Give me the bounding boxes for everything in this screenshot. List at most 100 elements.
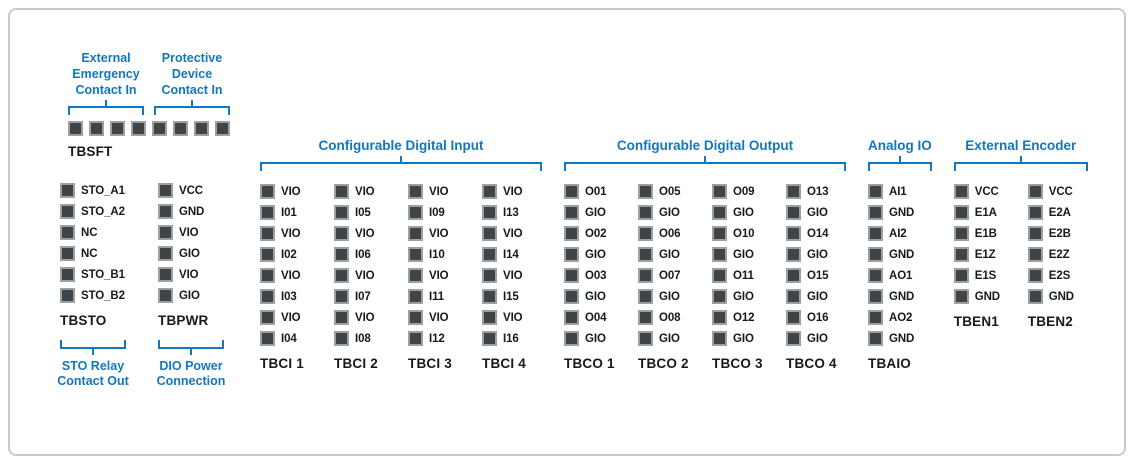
protective-device-contact-in-label: Protective Device Contact In xyxy=(149,50,235,98)
pin-square-icon xyxy=(868,268,883,283)
pin-gio: GIO xyxy=(564,328,624,349)
pin-label: AO2 xyxy=(889,311,913,324)
pin-label: E1B xyxy=(974,227,997,240)
pin-square-icon xyxy=(408,247,423,262)
label-line: Contact In xyxy=(75,83,137,97)
pin-label: GND xyxy=(889,290,915,303)
block-name-label: TBEN2 xyxy=(1027,314,1074,329)
pin-o13: O13 xyxy=(786,181,846,202)
pin-label: O07 xyxy=(659,269,681,282)
terminal-block-tbco-2: O05 GIO O06 GIO O07 GIO O08 GIO TBCO 2 xyxy=(638,181,698,371)
pin-label: O03 xyxy=(585,269,607,282)
pin-i16: I16 xyxy=(482,328,542,349)
terminal-block-tbci-3: VIO I09 VIO I10 VIO I11 VIO I12 TBCI 3 xyxy=(408,181,468,371)
pin-sto-a2: STO_A2 xyxy=(60,201,144,222)
pin-label: O02 xyxy=(585,227,607,240)
pin-label: O01 xyxy=(585,185,607,198)
pin-gio: GIO xyxy=(786,286,846,307)
pin-i03: I03 xyxy=(260,286,320,307)
pin-label: GIO xyxy=(585,206,606,219)
pin-label: VIO xyxy=(355,269,375,282)
pin-o16: O16 xyxy=(786,307,846,328)
pin-square-icon xyxy=(158,183,173,198)
pin-e2s: E2S xyxy=(1027,265,1088,286)
pin-label: GIO xyxy=(659,248,680,261)
footer-label-line: Connection xyxy=(156,374,226,388)
pin-vio: VIO xyxy=(158,264,242,285)
pin-square-icon xyxy=(712,289,727,304)
pin-gnd: GND xyxy=(868,202,928,223)
tbsft-group-labels: External Emergency Contact In Protective Dev… xyxy=(63,50,235,98)
pin-square-icon xyxy=(868,184,883,199)
pin-label: O06 xyxy=(659,227,681,240)
pin-label: I16 xyxy=(503,332,519,345)
block-name-label: TBCO 3 xyxy=(712,356,763,371)
pin-label: VIO xyxy=(429,269,449,282)
pin-square-icon xyxy=(712,331,727,346)
pin-label: E2Z xyxy=(1048,248,1070,261)
pin-i05: I05 xyxy=(334,202,394,223)
pin-square-icon xyxy=(60,246,75,261)
pin-square-icon xyxy=(1027,289,1043,304)
bracket-tick xyxy=(898,156,901,164)
pin-square-icon xyxy=(482,289,497,304)
footer-label-line: Contact Out xyxy=(57,374,129,388)
block-name-label: TBCI 2 xyxy=(334,356,378,371)
pin-square-icon xyxy=(408,331,423,346)
pin-e2z: E2Z xyxy=(1027,244,1088,265)
pin-i02: I02 xyxy=(260,244,320,265)
terminal-block-tben1: VCC E1A E1B E1Z E1S GND TBEN1 xyxy=(953,181,1014,329)
pin-square-icon xyxy=(564,184,579,199)
pin-label: VIO xyxy=(281,311,301,324)
pin-square-icon xyxy=(953,184,969,199)
external-emergency-contact-in-label: External Emergency Contact In xyxy=(63,50,149,98)
pin-label: GIO xyxy=(733,332,754,345)
pin-square-icon xyxy=(712,226,727,241)
pin-square-icon xyxy=(564,205,579,220)
pin-vio: VIO xyxy=(158,222,242,243)
pin-o15: O15 xyxy=(786,265,846,286)
block-name-label: TBCI 4 xyxy=(482,356,526,371)
pin-square-icon xyxy=(334,226,349,241)
pin-square-icon xyxy=(158,288,173,303)
pin-square-icon xyxy=(482,184,497,199)
pin-gnd: GND xyxy=(868,286,928,307)
pin-square-icon xyxy=(482,310,497,325)
tbsft-group-bracket xyxy=(68,100,144,115)
pin-e1b: E1B xyxy=(953,223,1014,244)
pin-square-icon xyxy=(868,205,883,220)
pin-square-icon xyxy=(158,225,173,240)
pin-label: O13 xyxy=(807,185,829,198)
label-line: External xyxy=(81,51,131,65)
pin-square-icon xyxy=(194,121,209,136)
pin-label: VIO xyxy=(179,268,199,281)
pin-square-icon xyxy=(408,184,423,199)
pin-vio: VIO xyxy=(260,181,320,202)
pin-o11: O11 xyxy=(712,265,772,286)
pin-square-icon xyxy=(638,289,653,304)
pin-sto-b1: STO_B1 xyxy=(60,264,144,285)
pin-label: VIO xyxy=(281,185,301,198)
pin-sto-b2: STO_B2 xyxy=(60,285,144,306)
pin-square-icon xyxy=(786,268,801,283)
pin-square-icon xyxy=(1027,226,1043,241)
pin-gio: GIO xyxy=(564,202,624,223)
terminal-block-tbco-3: O09 GIO O10 GIO O11 GIO O12 GIO TBCO 3 xyxy=(712,181,772,371)
pin-vio: VIO xyxy=(334,307,394,328)
section-bracket xyxy=(260,156,542,171)
pin-gio: GIO xyxy=(712,202,772,223)
section-bracket xyxy=(953,156,1088,171)
pin-square-icon xyxy=(638,184,653,199)
pin-label: O15 xyxy=(807,269,829,282)
pin-vcc: VCC xyxy=(158,180,242,201)
block-name-label: TBCO 2 xyxy=(638,356,689,371)
pin-label: AI2 xyxy=(889,227,907,240)
tbsft-pin-row xyxy=(68,121,235,136)
pin-label: VIO xyxy=(281,269,301,282)
pin-o14: O14 xyxy=(786,223,846,244)
pin-vio: VIO xyxy=(408,223,468,244)
pin-label: VIO xyxy=(179,226,199,239)
pin-square-icon xyxy=(712,310,727,325)
pin-label: GIO xyxy=(733,206,754,219)
